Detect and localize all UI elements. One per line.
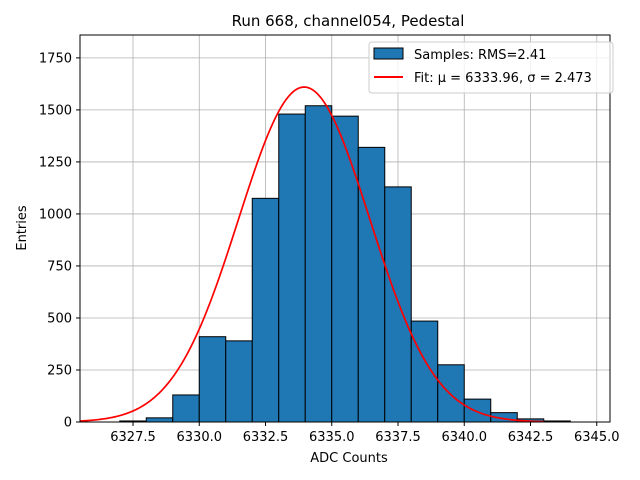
y-tick-label-5: 1250 bbox=[39, 155, 72, 170]
histogram-bar-13 bbox=[463, 398, 492, 423]
x-tick-label-3: 6335.0 bbox=[309, 430, 355, 445]
x-tick-label-2: 6332.5 bbox=[243, 430, 289, 445]
gaussian-fit-curve bbox=[79, 86, 544, 423]
histogram-bar-6 bbox=[278, 113, 306, 423]
x-tick-label-5: 6340.0 bbox=[442, 430, 488, 445]
y-tick-label-6: 1500 bbox=[39, 103, 72, 118]
histogram-bar-3 bbox=[198, 336, 227, 423]
fit-curve-group bbox=[79, 86, 544, 423]
x-tick-label-6: 6342.5 bbox=[508, 430, 554, 445]
histogram-bar-12 bbox=[437, 364, 465, 423]
chart-title: Run 668, channel054, Pedestal bbox=[232, 12, 465, 30]
x-tick-label-1: 6330.0 bbox=[177, 430, 223, 445]
histogram-bar-7 bbox=[304, 105, 333, 423]
y-tick-label-4: 1000 bbox=[39, 207, 72, 222]
plot-frame bbox=[79, 34, 611, 423]
x-tick-label-4: 6337.5 bbox=[375, 430, 421, 445]
x-axis: 6327.5 6330.0 6332.5 6335.0 6337.5 6340.0 6342… bbox=[110, 422, 620, 445]
legend-fit-label: Fit: μ = 6333.96, σ = 2.473 bbox=[414, 71, 592, 86]
legend-samples-label: Samples: RMS=2.41 bbox=[414, 48, 546, 63]
y-axis: 0 250 500 750 1000 1250 1500 1750 bbox=[39, 51, 80, 431]
histogram-bar-10 bbox=[384, 186, 412, 423]
y-tick-label-1: 250 bbox=[47, 363, 72, 378]
y-tick-label-3: 750 bbox=[47, 259, 72, 274]
histogram-bar-11 bbox=[410, 320, 439, 423]
x-tick-label-0: 6327.5 bbox=[110, 430, 156, 445]
histogram-bar-8 bbox=[331, 115, 359, 423]
legend-samples-patch bbox=[373, 47, 404, 60]
y-tick-label-0: 0 bbox=[64, 416, 72, 431]
histogram-bar-5 bbox=[251, 197, 280, 423]
y-tick-label-2: 500 bbox=[47, 311, 72, 326]
legend-box bbox=[368, 41, 614, 94]
x-tick-label-7: 6345.0 bbox=[574, 430, 620, 445]
histogram-bar-4 bbox=[225, 340, 253, 423]
histogram-bars bbox=[119, 105, 571, 423]
y-axis-title: Entries bbox=[15, 205, 30, 251]
histogram-bar-1 bbox=[145, 417, 174, 423]
histogram-bar-2 bbox=[172, 394, 200, 423]
histogram-bar-9 bbox=[357, 146, 386, 423]
x-axis-title: ADC Counts bbox=[310, 451, 388, 466]
legend: Samples: RMS=2.41 Fit: μ = 6333.96, σ = … bbox=[368, 41, 614, 94]
y-tick-label-7: 1750 bbox=[39, 51, 72, 66]
